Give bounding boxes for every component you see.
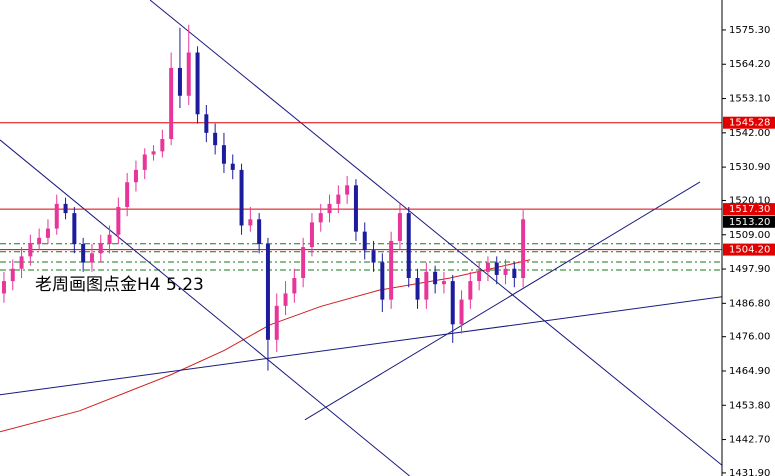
candle-body bbox=[415, 278, 420, 300]
trend-line bbox=[149, 0, 722, 466]
y-tick-label: 1530.90 bbox=[729, 162, 770, 173]
candle-body bbox=[309, 222, 314, 248]
candle-body bbox=[380, 262, 385, 300]
candle-body bbox=[345, 185, 350, 195]
candle-body bbox=[221, 145, 226, 164]
level-label-box bbox=[723, 203, 775, 216]
candle-body bbox=[397, 213, 402, 241]
y-tick-label: 1497.90 bbox=[729, 264, 770, 275]
candle-body bbox=[512, 268, 517, 279]
candle-body bbox=[72, 213, 77, 245]
y-tick-label: 1575.30 bbox=[729, 25, 770, 36]
candle-body bbox=[468, 281, 473, 300]
level-label-box bbox=[723, 116, 775, 129]
candle-body bbox=[116, 206, 121, 235]
candle-body bbox=[142, 154, 147, 170]
candle-body bbox=[37, 237, 42, 245]
y-tick-label: 1509.00 bbox=[729, 230, 770, 241]
plot-area bbox=[0, 0, 722, 476]
candle-body bbox=[125, 182, 130, 207]
candle-body bbox=[177, 67, 182, 96]
candle-body bbox=[248, 219, 253, 226]
candle-body bbox=[160, 139, 165, 152]
candle-body bbox=[521, 219, 526, 279]
candle-body bbox=[477, 271, 482, 282]
candle-body bbox=[485, 262, 490, 272]
y-tick-label: 1442.70 bbox=[729, 435, 770, 446]
y-tick-label: 1453.80 bbox=[729, 400, 770, 411]
trend-line bbox=[0, 296, 722, 396]
y-tick-label: 1553.10 bbox=[729, 94, 770, 105]
y-tick-label: 1476.00 bbox=[729, 332, 770, 343]
candle-body bbox=[239, 169, 244, 226]
y-tick-label: 1464.90 bbox=[729, 366, 770, 377]
annotation: 老周画图点金H4 5.23 bbox=[35, 275, 204, 295]
candle-body bbox=[459, 299, 464, 325]
candle-body bbox=[494, 262, 499, 275]
level-label: 1517.30 bbox=[729, 204, 770, 215]
candle-body bbox=[10, 268, 15, 282]
candle-body bbox=[450, 281, 455, 325]
candle-body bbox=[353, 185, 358, 232]
candle-body bbox=[389, 240, 394, 300]
bid-label: 1513.20 bbox=[729, 217, 770, 228]
candle-body bbox=[503, 268, 508, 275]
candle-body bbox=[336, 194, 341, 204]
candle-body bbox=[169, 67, 174, 140]
candle-body bbox=[292, 278, 297, 294]
candle-body bbox=[433, 271, 438, 285]
y-tick-label: 1431.90 bbox=[729, 468, 770, 476]
candle-body bbox=[98, 244, 103, 254]
candle-body bbox=[213, 132, 218, 146]
candle-body bbox=[107, 234, 112, 245]
bid-label-box bbox=[723, 215, 775, 228]
candle-body bbox=[274, 305, 279, 340]
candle-body bbox=[371, 250, 376, 263]
candle-body bbox=[230, 163, 235, 170]
trend-line bbox=[304, 181, 701, 421]
candle-body bbox=[28, 244, 33, 257]
candle-body bbox=[89, 253, 94, 263]
candle-body bbox=[283, 293, 288, 306]
candle-body bbox=[195, 52, 200, 115]
level-label: 1504.20 bbox=[729, 245, 770, 256]
candle-body bbox=[133, 169, 138, 183]
candle-body bbox=[441, 281, 446, 285]
candle-body bbox=[406, 213, 411, 279]
trend-line bbox=[0, 139, 410, 476]
level-label: 1545.28 bbox=[729, 118, 770, 129]
candle-body bbox=[301, 247, 306, 279]
candle-body bbox=[19, 256, 24, 269]
y-tick-label: 1564.20 bbox=[729, 59, 770, 70]
candle-body bbox=[204, 114, 209, 133]
candle-body bbox=[186, 52, 191, 96]
candle-body bbox=[151, 151, 156, 155]
level-label-box bbox=[723, 243, 775, 256]
candle-body bbox=[257, 219, 262, 245]
candle-body bbox=[63, 203, 68, 214]
y-tick-label: 1520.10 bbox=[729, 195, 770, 206]
candle-body bbox=[45, 228, 50, 238]
y-tick-label: 1486.80 bbox=[729, 298, 770, 309]
candle-body bbox=[54, 203, 59, 229]
candle-body bbox=[327, 203, 332, 214]
candle-body bbox=[424, 271, 429, 300]
candle-body bbox=[362, 231, 367, 251]
candle-body bbox=[318, 213, 323, 223]
candle-body bbox=[265, 244, 270, 340]
candle-body bbox=[1, 281, 6, 294]
y-tick-label: 1542.00 bbox=[729, 128, 770, 139]
candle-body bbox=[81, 244, 86, 263]
